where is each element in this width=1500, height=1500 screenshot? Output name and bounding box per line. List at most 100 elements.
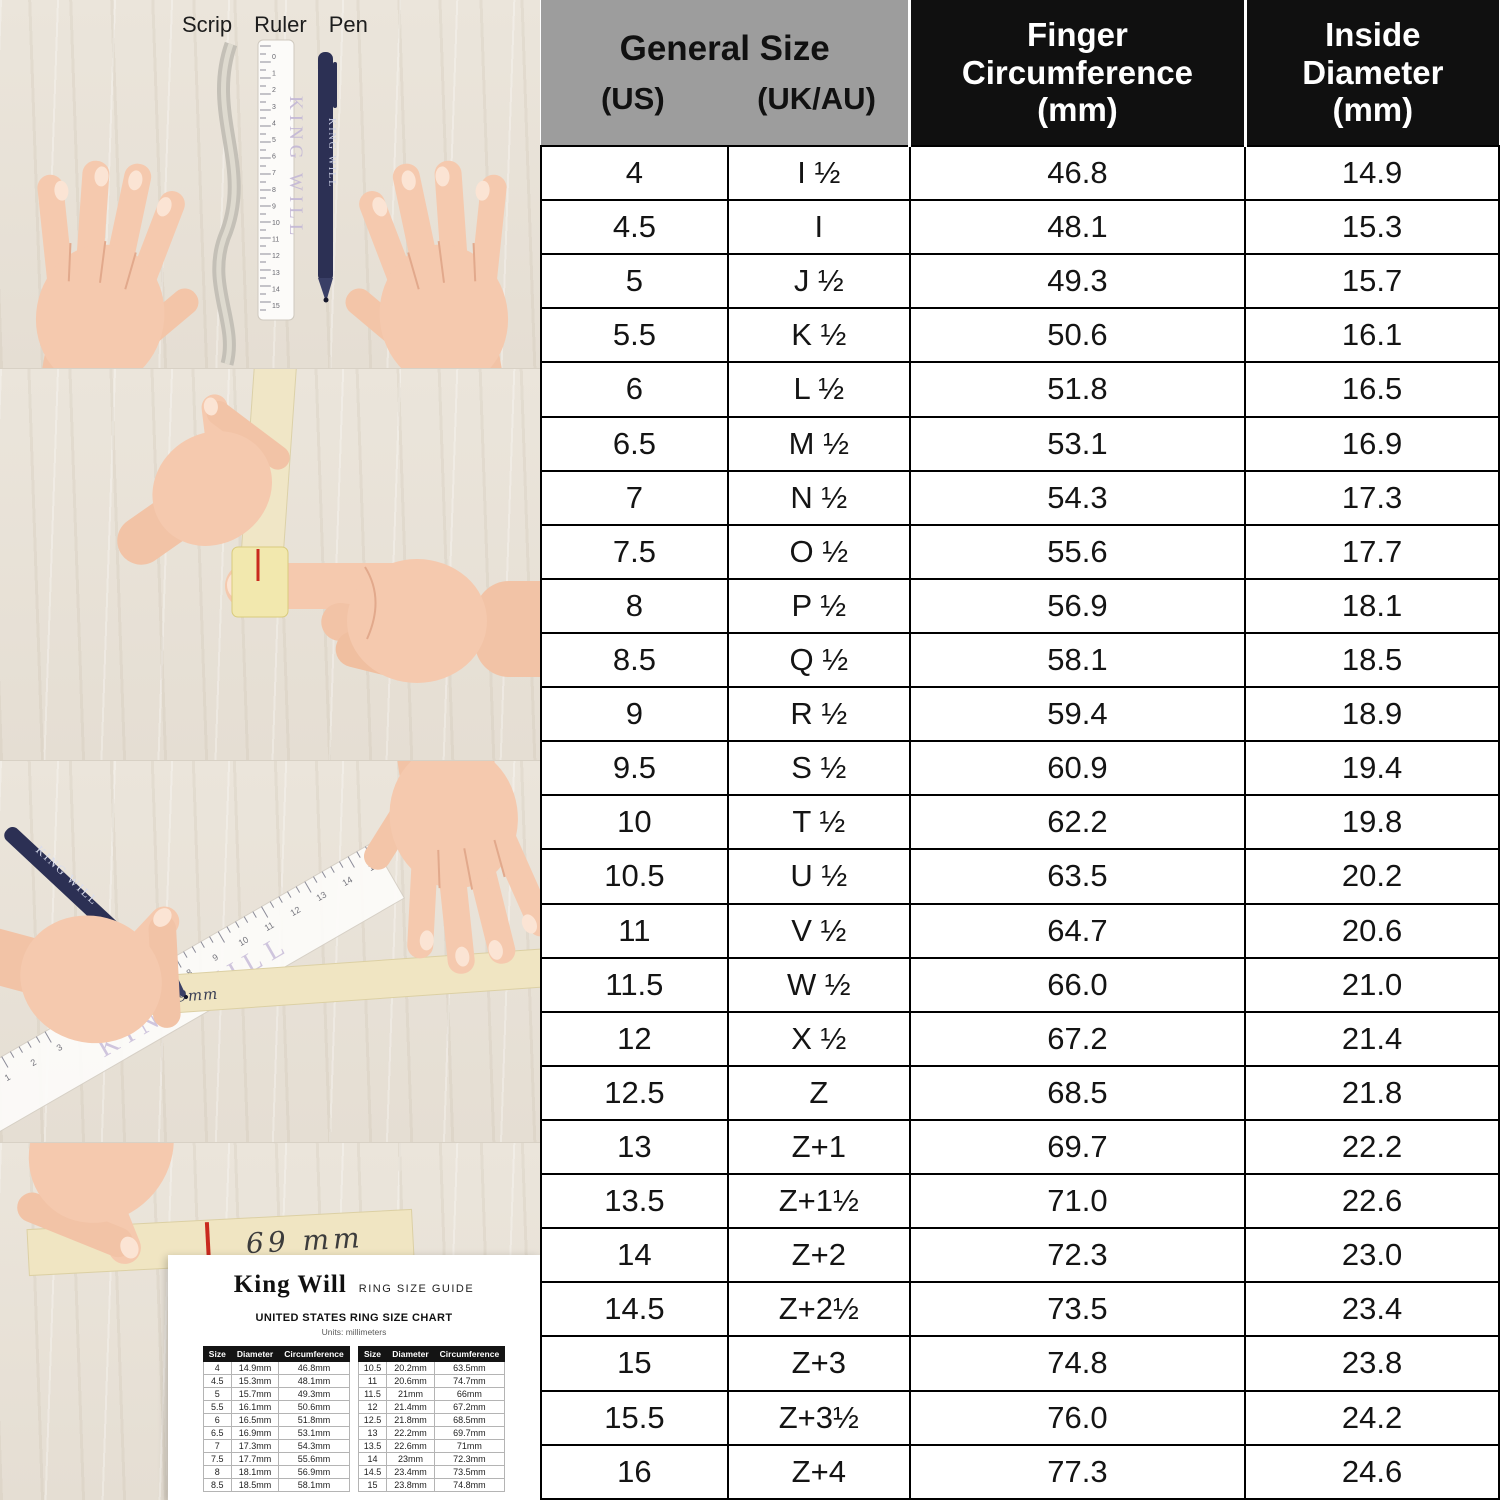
table-cell: S ½	[726, 740, 911, 797]
label-ruler: Ruler	[254, 12, 307, 37]
table-cell: U ½	[726, 848, 911, 905]
brand-logo: King Will	[233, 1271, 347, 1298]
svg-text:10: 10	[272, 220, 280, 227]
left-hand-illustration	[0, 145, 227, 368]
table-cell: 16.1	[1244, 307, 1500, 364]
mini-table-row: 5.5 16.1mm 50.6mm	[202, 1400, 350, 1414]
table-cell: 56.9mm	[278, 1465, 350, 1479]
table-cell: 73.5mm	[433, 1465, 506, 1479]
table-cell: 55.6	[908, 523, 1247, 580]
table-cell: 23.0	[1244, 1227, 1500, 1284]
table-cell: 17.3mm	[230, 1439, 280, 1453]
mini-table-row: 6 16.5mm 51.8mm	[202, 1413, 350, 1427]
table-cell: 14	[357, 1452, 388, 1466]
size-row: 15.5 Z+3½ 76.0 24.2	[540, 1389, 1500, 1446]
table-cell: 16.9	[1244, 415, 1500, 472]
svg-text:13: 13	[315, 889, 329, 903]
mini-table-row: 6.5 16.9mm 53.1mm	[202, 1426, 350, 1440]
table-cell: 17.7	[1244, 523, 1500, 580]
svg-text:1: 1	[3, 1072, 12, 1083]
table-cell: 17.7mm	[230, 1452, 280, 1466]
svg-text:9: 9	[272, 203, 276, 210]
table-cell: 16.9mm	[230, 1426, 280, 1440]
table-cell: 21.0	[1244, 956, 1500, 1013]
size-row: 16 Z+4 77.3 24.6	[540, 1443, 1500, 1500]
table-cell: 20.6	[1244, 902, 1500, 959]
table-cell: 59.4	[908, 686, 1247, 743]
table-cell: 14.5	[540, 1281, 729, 1338]
svg-text:0: 0	[272, 54, 276, 61]
size-row: 9.5 S ½ 60.9 19.4	[540, 740, 1500, 797]
table-cell: 55.6mm	[278, 1452, 350, 1466]
table-cell: 71mm	[433, 1439, 506, 1453]
table-cell: 49.3	[908, 253, 1247, 310]
size-row: 14 Z+2 72.3 23.0	[540, 1227, 1500, 1284]
panel-result: King Will RING SIZE GUIDE UNITED STATES …	[0, 1142, 540, 1500]
table-cell: 16.5mm	[230, 1413, 280, 1427]
table-cell: 21.8	[1244, 1064, 1500, 1121]
table-cell: N ½	[726, 469, 911, 526]
tool-labels: Scrip Ruler Pen	[182, 12, 368, 38]
table-cell: 46.8mm	[278, 1361, 350, 1375]
column-header: Diameter	[230, 1346, 280, 1362]
table-cell: 21.4	[1244, 1010, 1500, 1067]
mini-table-row: 12 21.4mm 67.2mm	[357, 1400, 506, 1414]
table-cell: 11.5	[357, 1387, 388, 1401]
svg-text:6: 6	[272, 154, 276, 161]
mini-table-row: 7 17.3mm 54.3mm	[202, 1439, 350, 1453]
mini-table-row: 11 20.6mm 74.7mm	[357, 1374, 506, 1388]
svg-text:12: 12	[289, 904, 303, 918]
mini-table-row: 14 23mm 72.3mm	[357, 1452, 506, 1466]
table-cell: 5.5	[540, 307, 729, 364]
table-cell: 74.8mm	[433, 1478, 506, 1492]
size-row: 12 X ½ 67.2 21.4	[540, 1010, 1500, 1067]
table-cell: 50.6mm	[278, 1400, 350, 1414]
inside-header-line1: Inside	[1325, 15, 1421, 53]
ruler-brand-text: KING WILL	[285, 96, 306, 240]
inside-header-line3: (mm)	[1332, 91, 1414, 129]
table-cell: 18.1	[1244, 577, 1500, 634]
table-cell: 20.2	[1244, 848, 1500, 905]
table-cell: R ½	[726, 686, 911, 743]
pen-illustration: KING WILL	[318, 52, 337, 303]
mini-table-row: 11.5 21mm 66mm	[357, 1387, 506, 1401]
table-cell: 7.5	[540, 523, 729, 580]
table-cell: 13.5	[540, 1173, 729, 1230]
units-label: Units: millimeters	[321, 1327, 387, 1337]
table-cell: 68.5mm	[433, 1413, 506, 1427]
table-cell: 6	[202, 1413, 232, 1427]
table-cell: 66mm	[433, 1387, 506, 1401]
svg-text:11: 11	[263, 920, 276, 933]
table-cell: 5.5	[202, 1400, 232, 1414]
table-cell: 23.4	[1244, 1281, 1500, 1338]
table-cell: 24.6	[1244, 1443, 1500, 1500]
paper-brand-row: King Will RING SIZE GUIDE	[168, 1271, 540, 1299]
table-cell: 48.1	[908, 199, 1247, 256]
table-cell: 67.2	[908, 1010, 1247, 1067]
table-cell: 50.6	[908, 307, 1247, 364]
panel-tools: Scrip Ruler Pen 0 1 2 3 4 5 6 7 8 9 10 11 12 13 14 15 K…	[0, 0, 540, 368]
svg-text:5: 5	[272, 137, 276, 144]
table-cell: 23.4mm	[386, 1465, 435, 1479]
table-cell: M ½	[726, 415, 911, 472]
column-header: Size	[202, 1346, 232, 1362]
size-row: 13.5 Z+1½ 71.0 22.6	[540, 1173, 1500, 1230]
mini-table-row: 13.5 22.6mm 71mm	[357, 1439, 506, 1453]
table-cell: 16.1mm	[230, 1400, 280, 1414]
mini-table-row: 7.5 17.7mm 55.6mm	[202, 1452, 350, 1466]
inside-diameter-header: Inside Diameter (mm)	[1243, 0, 1499, 146]
table-cell: 19.8	[1244, 794, 1500, 851]
svg-text:14: 14	[341, 874, 355, 888]
mini-size-chart-left: Size Diameter Circumference 4 14.9mm 46.8mm 4…	[202, 1346, 350, 1492]
size-row: 6.5 M ½ 53.1 16.9	[540, 415, 1500, 472]
table-cell: I ½	[726, 144, 911, 202]
uk-au-subheader: (UK/AU)	[757, 80, 876, 116]
column-header: Circumference	[278, 1346, 350, 1362]
table-cell: I	[726, 199, 911, 256]
table-cell: 9	[540, 686, 729, 743]
table-cell: 12	[540, 1010, 729, 1067]
table-cell: 12	[357, 1400, 388, 1414]
table-cell: L ½	[726, 361, 911, 418]
